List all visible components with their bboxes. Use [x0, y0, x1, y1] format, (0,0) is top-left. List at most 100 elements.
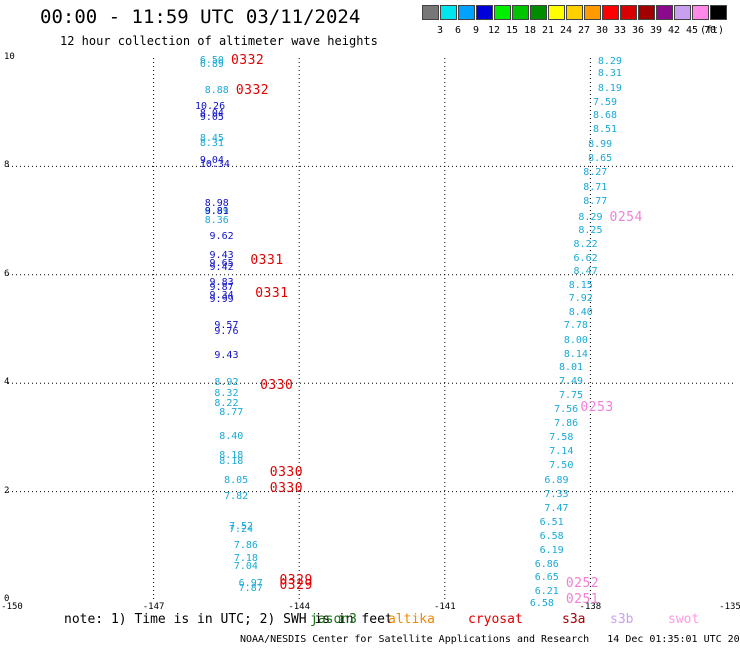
pass-time-label: 0329 [279, 573, 313, 589]
y-tick-label: 2 [4, 485, 10, 496]
x-tick-label: -135 [719, 602, 740, 612]
wave-height-value: 8.99 [588, 138, 613, 150]
wave-height-value: 8.36 [204, 214, 229, 226]
legend-swatch [674, 5, 691, 20]
wave-height-value: 9.99 [209, 294, 234, 306]
legend-label: 27 [577, 25, 591, 36]
wave-height-value: 9.62 [209, 230, 234, 242]
wave-height-value: 7.04 [233, 561, 258, 573]
legend-label: 70 [703, 25, 717, 36]
x-tick-label: -141 [433, 602, 456, 612]
x-tick-label: -138 [579, 602, 602, 612]
wave-height-value: 9.65 [209, 257, 234, 269]
wave-height-value: 6.86 [534, 558, 559, 570]
wave-height-value: 8.65 [588, 153, 613, 165]
legend-swatch [710, 5, 727, 20]
wave-height-value: 9.05 [199, 111, 224, 123]
wave-height-value: 7.52 [228, 520, 254, 532]
y-tick-label: 0 [4, 594, 10, 604]
legend-swatch [530, 5, 547, 20]
pass-time-label: 0252 [565, 575, 600, 591]
wave-height-value: 7.33 [544, 489, 569, 501]
y-tick-label: 4 [4, 377, 10, 388]
wave-height-value: 8.05 [224, 474, 249, 486]
mission-name: swot [668, 612, 700, 627]
wave-height-value: 8.51 [592, 124, 618, 136]
wave-height-value: 7.18 [233, 553, 258, 565]
wave-height-value: 9.43 [209, 249, 234, 261]
legend-swatch [440, 5, 457, 20]
wave-height-value: 6.19 [539, 545, 564, 557]
wave-height-value: 6.50 [199, 54, 224, 66]
mission-name: s3b [610, 612, 634, 627]
wave-height-value: 7.86 [554, 417, 579, 429]
wave-height-value: 8.19 [597, 82, 622, 94]
legend-swatch [422, 5, 439, 20]
wave-height-value: 7.14 [549, 446, 574, 458]
legend-label: 12 [487, 25, 501, 36]
legend-label: 33 [613, 25, 627, 36]
wave-height-value: 8.29 [578, 211, 603, 223]
pass-time-label: 0251 [565, 592, 600, 607]
legend-label: 42 [667, 25, 681, 36]
y-tick-label: 10 [4, 52, 15, 62]
wave-height-value: 8.00 [563, 334, 588, 346]
wave-height-value: 10.26 [194, 100, 226, 112]
mission-name: jason3 [310, 612, 357, 627]
wave-height-value: 6.65 [534, 572, 559, 584]
legend-swatch [656, 5, 673, 20]
pass-time-label: 0253 [580, 399, 614, 415]
legend-swatch [602, 5, 619, 20]
wave-height-value: 7.75 [558, 389, 584, 401]
wave-height-value: 7.49 [558, 376, 584, 388]
wave-height-value: 6.51 [539, 517, 564, 529]
page-title: 00:00 - 11:59 UTC 03/11/2024 [40, 6, 361, 28]
wave-height-value: 7.78 [563, 320, 588, 332]
wave-height-value: 8.25 [578, 225, 603, 237]
wave-height-value: 7.87 [238, 583, 263, 595]
wave-height-value: 8.18 [219, 450, 244, 462]
legend-label: 45 [685, 25, 699, 36]
wave-height-value: 7.56 [554, 404, 579, 416]
pass-time-label: 0331 [255, 285, 289, 301]
legend-label: 15 [505, 25, 519, 36]
legend-swatch [620, 5, 637, 20]
legend-swatch [494, 5, 511, 20]
wave-height-value: 9.76 [214, 325, 239, 337]
wave-height-value: 8.77 [583, 195, 608, 207]
legend-label: 36 [631, 25, 645, 36]
wave-height-value: 6.89 [544, 474, 569, 486]
pass-time-label: 0330 [260, 377, 294, 393]
x-tick-label: -144 [288, 602, 311, 612]
legend-swatch [458, 5, 475, 20]
wave-height-value: 9.04 [199, 154, 224, 166]
legend-label: 6 [454, 25, 462, 36]
wave-height-value: 8.40 [219, 431, 244, 443]
legend-swatch [638, 5, 655, 20]
wave-height-value: 9.43 [214, 350, 239, 362]
wave-height-value: 10.34 [199, 158, 230, 170]
wave-height-value: 9.81 [204, 206, 229, 218]
wave-height-value: 6.58 [529, 598, 554, 610]
wave-height-value: 8.01 [558, 362, 584, 374]
wave-height-value: 8.68 [592, 109, 618, 121]
mission-name: s3a [562, 612, 586, 627]
pass-time-label: 0330 [269, 480, 304, 496]
legend-swatch [692, 5, 709, 20]
wave-height-value: 7.86 [233, 539, 258, 551]
y-tick-label: 8 [4, 160, 10, 171]
pass-time-label: 0254 [609, 209, 643, 225]
legend-label: 9 [472, 25, 480, 36]
legend-swatch [512, 5, 529, 20]
wave-height-value: 8.99 [204, 206, 229, 218]
wave-height-value: 7.50 [549, 460, 574, 472]
wave-height-value: 6.21 [534, 585, 559, 597]
wave-height-value: 8.18 [219, 455, 244, 467]
legend-swatch [584, 5, 601, 20]
pass-time-label: 0329 [279, 578, 313, 594]
legend-swatch [476, 5, 493, 20]
wave-height-value: 8.31 [199, 137, 224, 149]
x-tick-label: -150 [1, 602, 23, 612]
legend-label: 3 [436, 25, 444, 36]
